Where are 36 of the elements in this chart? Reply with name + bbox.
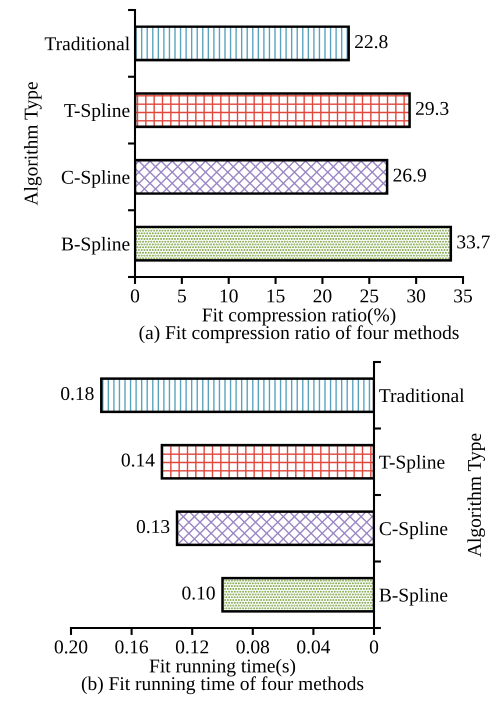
- y-tick-label: B-Spline: [62, 236, 130, 255]
- x-axis-title: Fit running time(s): [150, 658, 296, 677]
- data-label: 26.9: [394, 168, 426, 182]
- x-tick-label: 25: [360, 289, 378, 302]
- x-tick-label: 20: [314, 289, 332, 302]
- data-label: 22.8: [355, 35, 388, 48]
- y-tick-label: C-Spline: [380, 522, 448, 540]
- y-tick-label: T-Spline: [64, 103, 130, 122]
- y-tick-label: T-Spline: [379, 455, 444, 473]
- x-tick-label: 5: [178, 290, 186, 302]
- data-label: 0.14: [122, 453, 155, 467]
- y-axis-title: Algorithm Type: [467, 434, 486, 557]
- y-tick-label: Traditional: [44, 36, 130, 50]
- x-tick-label: 0.16: [115, 640, 148, 654]
- x-tick-label: 0.20: [54, 640, 88, 654]
- y-axis-title: Algorithm Type: [24, 82, 42, 206]
- y-tick-label: B-Spline: [379, 588, 448, 606]
- x-axis-title: Fit compression ratio(%): [202, 308, 396, 326]
- data-label: 29.3: [416, 102, 448, 116]
- x-tick-label: 0.12: [176, 640, 208, 654]
- x-tick-label: 30: [407, 289, 426, 302]
- data-label: 0.18: [61, 386, 94, 400]
- x-tick-label: 0: [370, 640, 378, 654]
- data-label: 0.10: [182, 586, 215, 600]
- data-label: 0.13: [136, 520, 170, 534]
- y-tick-label: Traditional: [379, 388, 464, 402]
- x-tick-label: 10: [220, 289, 238, 302]
- data-label: 33.7: [457, 235, 490, 249]
- x-tick-label: 0.04: [297, 640, 330, 654]
- y-tick-label: C-Spline: [62, 170, 130, 188]
- x-tick-label: 0: [130, 289, 140, 302]
- x-tick-label: 0.08: [236, 640, 270, 654]
- x-tick-label: 35: [454, 289, 472, 302]
- x-tick-label: 15: [268, 289, 285, 302]
- text: (a) Fit compression ratio of four methods: [139, 325, 459, 344]
- text: (b) Fit running time of four methods: [82, 676, 364, 694]
